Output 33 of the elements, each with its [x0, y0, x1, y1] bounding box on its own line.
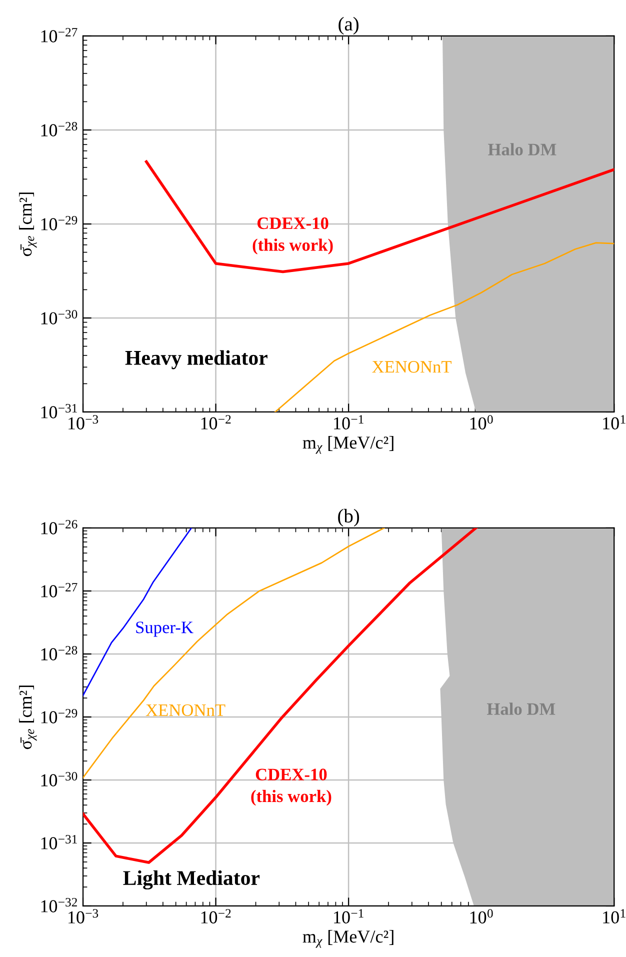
- x-tick-label: 10$^{−1}$: [334, 415, 364, 430]
- y-tick-label: 10$^{−28}$: [41, 646, 78, 660]
- x-tick-label: 10$^{−2}$: [201, 909, 231, 924]
- series-label: Halo DM: [488, 143, 556, 156]
- series-label: CDEX-10 (this work): [252, 217, 333, 254]
- y-tick-label: 10$^{−31}$: [41, 834, 77, 850]
- y-axis-title: σ̄$_{χe}$ [cm²]: [19, 192, 37, 256]
- series-label: Super-K: [136, 622, 194, 637]
- y-axis-title: σ̄$_{χe}$ [cm²]: [19, 686, 37, 750]
- series-label: XENONnT: [146, 704, 226, 716]
- x-tick-label: 10$^{−2}$: [201, 415, 231, 430]
- series-label: XENONnT: [372, 361, 452, 373]
- y-tick-label: 10$^{−26}$: [41, 520, 78, 534]
- x-axis-title: m$_{χ}$ [MeV/c²]: [302, 930, 394, 948]
- y-tick-label: 10$^{−29}$: [41, 708, 78, 724]
- chart-title: (b): [338, 508, 360, 527]
- x-tick-label: 10$^{0}$: [470, 415, 493, 430]
- y-tick-label: 10$^{−27}$: [41, 28, 78, 42]
- annotation: Heavy mediator: [125, 350, 268, 370]
- series-label: Halo DM: [486, 702, 556, 715]
- y-tick-label: 10$^{−30}$: [41, 772, 78, 786]
- x-tick-label: 10$^{−1}$: [334, 909, 364, 924]
- y-tick-label: 10$^{−27}$: [41, 582, 78, 598]
- series-label: CDEX-10 (this work): [251, 768, 332, 806]
- y-tick-label: 10$^{−29}$: [41, 216, 78, 230]
- annotation: Light Mediator: [123, 870, 260, 890]
- x-tick-label: 10$^{0}$: [470, 909, 493, 924]
- x-tick-label: 10$^{1}$: [603, 909, 626, 924]
- y-tick-label: 10$^{−30}$: [41, 310, 78, 324]
- x-axis-title: m$_{χ}$ [MeV/c²]: [302, 436, 394, 454]
- x-tick-label: 10$^{1}$: [603, 415, 626, 430]
- chart-title: (a): [338, 16, 358, 35]
- y-tick-label: 10$^{−28}$: [41, 122, 78, 136]
